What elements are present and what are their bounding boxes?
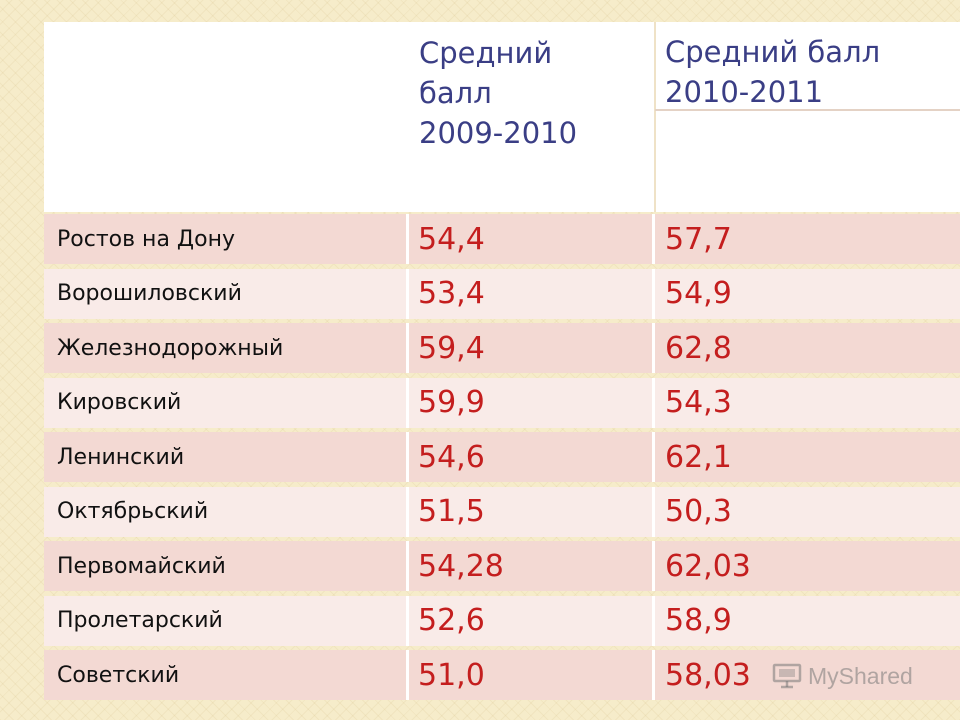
column-divider (406, 432, 409, 482)
table-row: Первомайский 54,28 62,03 (44, 541, 960, 591)
district-name: Пролетарский (57, 608, 223, 633)
column-divider (652, 650, 655, 700)
column-divider (406, 377, 409, 428)
score-2010-2011: 54,3 (665, 385, 732, 420)
score-2009-2010: 54,28 (418, 548, 504, 584)
table-row: Советский 51,0 58,03 (44, 650, 960, 700)
header-divider (654, 22, 656, 212)
column-divider (652, 432, 655, 482)
table-row: Октябрьский 51,5 50,3 (44, 486, 960, 537)
column-divider (406, 595, 409, 646)
score-2010-2011: 62,1 (665, 439, 732, 475)
score-2010-2011: 54,9 (665, 276, 732, 311)
score-2009-2010: 59,9 (418, 385, 485, 420)
score-2010-2011: 62,03 (665, 548, 751, 584)
column-divider (406, 650, 409, 700)
header-2009-2010: Средний балл 2009-2010 (419, 36, 578, 150)
column-divider (406, 214, 409, 264)
score-2009-2010: 54,6 (418, 439, 485, 475)
results-table: Средний балл 2009-2010 Средний балл 2010… (44, 22, 960, 704)
score-2009-2010: 52,6 (418, 603, 485, 638)
score-2010-2011: 58,9 (665, 603, 732, 638)
column-divider (652, 214, 655, 264)
score-2010-2011: 57,7 (665, 221, 732, 257)
table-row: Железнодорожный 59,4 62,8 (44, 323, 960, 373)
district-name: Ростов на Дону (57, 226, 235, 252)
column-divider (406, 323, 409, 373)
score-2010-2011: 58,03 (665, 657, 751, 693)
column-divider (406, 541, 409, 591)
score-2009-2010: 59,4 (418, 330, 485, 366)
table-row: Кировский 59,9 54,3 (44, 377, 960, 428)
district-name: Кировский (57, 390, 182, 415)
column-divider (652, 268, 655, 319)
score-2009-2010: 51,5 (418, 494, 485, 529)
district-name: Первомайский (57, 553, 226, 579)
district-name: Железнодорожный (57, 335, 284, 361)
table-row: Ворошиловский 53,4 54,9 (44, 268, 960, 319)
column-divider (652, 595, 655, 646)
header-2010-2011: Средний балл 2010-2011 (665, 35, 881, 109)
table-row: Ленинский 54,6 62,1 (44, 432, 960, 482)
watermark: MyShared (772, 656, 913, 696)
column-divider (406, 268, 409, 319)
district-name: Советский (57, 662, 180, 688)
district-name: Ленинский (57, 444, 185, 470)
column-divider (406, 486, 409, 537)
presentation-icon (772, 663, 802, 689)
score-2009-2010: 54,4 (418, 221, 485, 257)
table-row: Пролетарский 52,6 58,9 (44, 595, 960, 646)
table-row: Ростов на Дону 54,4 57,7 (44, 214, 960, 264)
header-underline (655, 109, 960, 111)
table-header: Средний балл 2009-2010 Средний балл 2010… (44, 22, 960, 212)
score-2009-2010: 53,4 (418, 276, 485, 311)
column-divider (652, 323, 655, 373)
column-divider (652, 486, 655, 537)
score-2010-2011: 62,8 (665, 330, 732, 366)
column-divider (652, 541, 655, 591)
district-name: Ворошиловский (57, 281, 242, 306)
column-divider (652, 377, 655, 428)
score-2010-2011: 50,3 (665, 494, 732, 529)
score-2009-2010: 51,0 (418, 657, 485, 693)
watermark-text: MyShared (808, 662, 913, 689)
district-name: Октябрьский (57, 499, 209, 524)
